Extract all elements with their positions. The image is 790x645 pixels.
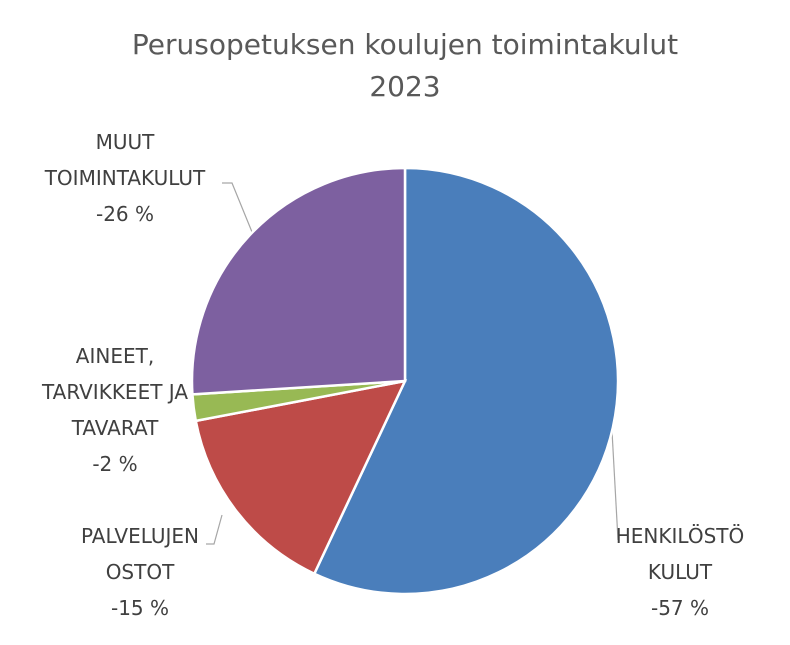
value-label: -15 %	[110, 596, 170, 620]
category-label: AINEET, TARVIKKEET JA TAVARAT	[41, 344, 189, 440]
value-label: -57 %	[650, 596, 710, 620]
data-label: HENKILÖSTÖ KULUT -57 %	[600, 518, 760, 626]
slices	[190, 166, 620, 596]
category-label: PALVELUJEN OSTOT	[80, 524, 199, 584]
leader-line	[206, 514, 223, 545]
leader-lines	[206, 182, 619, 545]
leader-line	[611, 430, 619, 541]
value-label: -26 %	[95, 202, 155, 226]
leader-line	[222, 182, 253, 233]
data-label: MUUT TOIMINTAKULUT -26 %	[20, 124, 230, 232]
data-label: AINEET, TARVIKKEET JA TAVARAT -2 %	[40, 338, 190, 482]
pie-slice	[312, 166, 620, 596]
category-label: HENKILÖSTÖ KULUT	[615, 524, 745, 584]
pie-slice	[190, 166, 407, 396]
data-label: PALVELUJEN OSTOT -15 %	[55, 518, 225, 626]
value-label: -2 %	[92, 452, 138, 476]
category-label: MUUT TOIMINTAKULUT	[44, 130, 206, 190]
pie-slice	[194, 379, 408, 576]
chart-title: Perusopetuksen koulujen toimintakulut 20…	[131, 28, 679, 103]
